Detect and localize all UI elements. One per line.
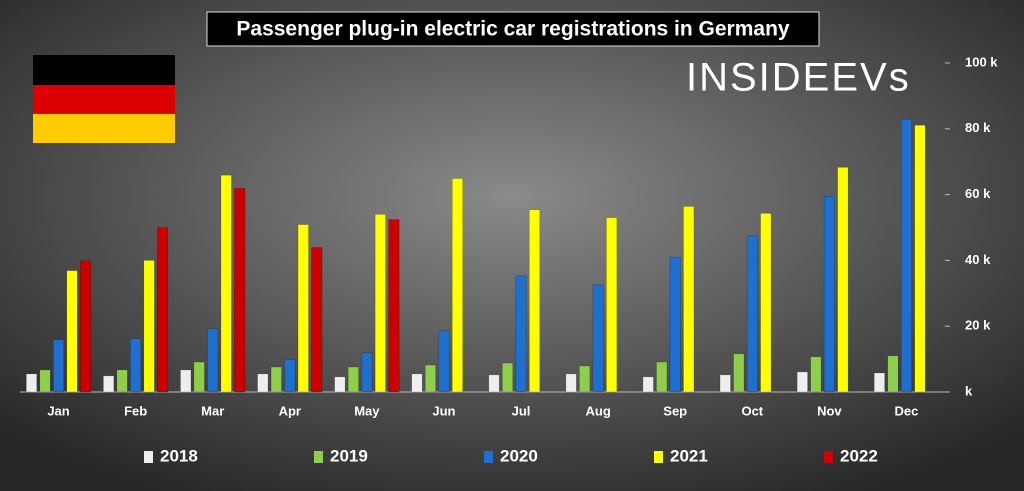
bar [347,366,359,393]
bar [270,366,282,393]
y-tick-label: k [965,383,973,398]
legend-label: 2021 [670,446,708,465]
legend-label: 2022 [840,446,878,465]
bar [157,227,169,393]
bar [488,374,500,393]
bar [103,375,115,393]
bar [719,374,731,393]
flag [33,55,175,143]
y-tick-label: 100 k [965,54,998,69]
x-tick-label: Feb [124,403,147,418]
bar [592,284,604,393]
bar [26,373,38,393]
bar [606,217,618,393]
bar [873,372,885,393]
x-tick-label: Aug [585,403,610,418]
legend-marker [654,451,663,463]
bar [914,124,926,393]
bar [837,167,849,393]
bar [642,376,654,393]
bar [361,352,373,393]
x-tick-label: Jul [512,403,531,418]
x-tick-label: Apr [279,403,301,418]
bar [257,373,269,393]
y-tick-label: 80 k [965,120,991,135]
bar [515,275,527,393]
bar [669,257,681,393]
bar [438,330,450,393]
bar [66,270,78,393]
bar [683,206,695,393]
x-tick-label: Jun [432,403,455,418]
bar [334,376,346,393]
bar [529,209,541,393]
bar [887,355,899,393]
x-tick-label: Oct [741,403,763,418]
flag-stripe [33,85,175,114]
bar [311,247,323,393]
bar [810,356,822,393]
legend-label: 2019 [330,446,368,465]
bar [733,353,745,393]
bar [180,369,192,393]
legend-marker [824,451,833,463]
bar [900,119,912,393]
bar [116,369,128,393]
legend-marker [484,451,493,463]
bar [656,361,668,393]
bar [746,235,758,393]
x-tick-label: Jan [47,403,69,418]
bar [502,362,514,393]
bar [579,365,591,393]
bar [39,369,51,393]
bar [193,361,205,393]
flag-stripe [33,55,175,85]
x-tick-label: Dec [895,403,919,418]
bar [297,224,309,393]
bar [284,359,296,393]
bar [53,339,65,393]
bar [424,364,436,393]
legend-marker [314,451,323,463]
bar [388,219,400,393]
y-tick-label: 20 k [965,318,991,333]
bar [796,371,808,393]
bar [823,195,835,393]
bar [234,188,246,393]
bar [220,174,232,393]
y-tick-label: 60 k [965,186,991,201]
chart-title: Passenger plug-in electric car registrat… [236,18,790,41]
x-tick-label: Nov [817,403,842,418]
bar [207,328,219,393]
legend-label: 2020 [500,446,538,465]
bar [565,373,577,393]
x-tick-label: Sep [663,403,687,418]
x-tick-label: May [354,403,380,418]
x-tick-label: Mar [201,403,224,418]
bar [143,260,155,393]
logo: INSIDEEVs [686,56,911,100]
bar [80,260,92,393]
flag-stripe [33,114,175,143]
title-box [206,11,820,47]
legend-label: 2018 [160,446,198,465]
bar [411,373,423,393]
bar [760,213,772,393]
bar [130,338,142,393]
bar [451,178,463,393]
bar [374,214,386,393]
y-tick-label: 40 k [965,252,991,267]
legend-marker [144,451,153,463]
